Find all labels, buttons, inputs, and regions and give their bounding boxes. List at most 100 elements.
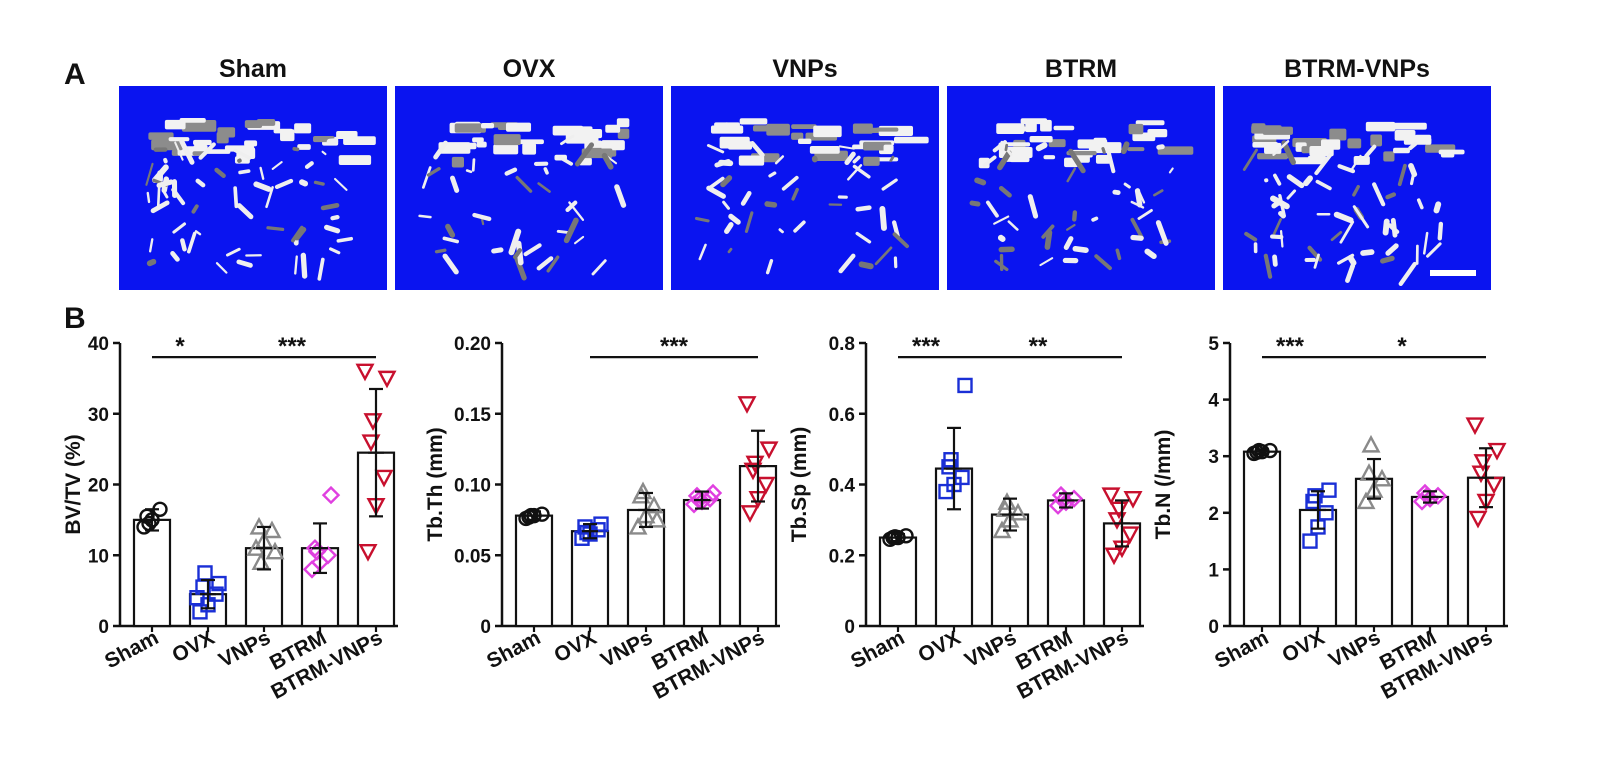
trabecula (881, 178, 898, 191)
y-tick-label: 0 (1208, 617, 1219, 638)
trabecula (852, 155, 861, 164)
trabecula (768, 171, 777, 178)
y-tick-label: 0.6 (829, 405, 855, 426)
trabecula (724, 122, 740, 133)
trabecula (426, 167, 441, 177)
trabecula (265, 186, 274, 209)
trabecula (719, 136, 750, 149)
trabecula (450, 175, 460, 193)
trabecula (1029, 135, 1053, 143)
trabecula (855, 205, 872, 212)
trabecula (1132, 132, 1156, 142)
trabecula (791, 132, 804, 140)
trabecula (1370, 134, 1383, 147)
trabecula (574, 235, 585, 245)
trabecula (271, 161, 283, 170)
trabecula (1263, 253, 1273, 279)
trabecula (195, 178, 206, 188)
trabecula (543, 167, 549, 175)
trabecula (1063, 236, 1074, 250)
trabecula (1130, 234, 1144, 241)
x-tick-label-ovx: OVX (914, 626, 964, 667)
trabecula (1144, 248, 1157, 260)
data-point (1104, 547, 1124, 566)
trabecula (150, 200, 170, 214)
trabecula (1003, 126, 1027, 132)
trabecula (1066, 167, 1077, 183)
trabecula (180, 238, 187, 252)
data-point (1356, 491, 1376, 510)
trabecula (1339, 220, 1355, 244)
trabecula (874, 246, 893, 266)
trabecula (233, 148, 252, 160)
trabecula (883, 144, 894, 153)
trabecula (336, 236, 354, 243)
trabecula (1398, 261, 1417, 286)
trabecula (605, 124, 621, 133)
trabecula (601, 140, 625, 151)
data-point (197, 565, 213, 581)
trabecula (194, 230, 202, 236)
trabecular-structure-btrm (969, 118, 1194, 272)
trabecula (1291, 157, 1325, 165)
trabecula (1273, 173, 1282, 186)
trabecula (313, 180, 325, 186)
trabecula (471, 158, 476, 172)
trabecula (617, 128, 630, 139)
y-tick-label: 40 (88, 334, 109, 355)
trabecula (740, 190, 752, 206)
data-point (740, 505, 760, 523)
y-tick-label: 0.15 (454, 405, 491, 426)
bar-sham (514, 514, 554, 628)
y-axis-label: Tb.Th (mm) (424, 427, 447, 541)
trabecula (273, 128, 293, 134)
trabecula (244, 140, 258, 147)
data-point (647, 509, 667, 528)
trabecula (997, 150, 1012, 171)
trabecular-structure-btrm-vnps (1242, 121, 1465, 286)
trabecula (1271, 218, 1282, 238)
significance-label: *** (1276, 333, 1305, 360)
trabecula (330, 215, 340, 221)
trabecular-structure-ovx (418, 118, 630, 281)
trabecula (560, 134, 575, 146)
trabecula (504, 167, 518, 176)
significance-label: *** (660, 333, 689, 360)
trabecula (852, 164, 871, 179)
trabecula (765, 258, 774, 275)
trabecula (858, 261, 874, 270)
trabecula (863, 156, 880, 166)
trabecula (1272, 254, 1278, 267)
trabecula (1072, 210, 1078, 222)
trabecula (433, 140, 448, 160)
trabecula (728, 213, 741, 225)
trabecula (465, 169, 473, 174)
trabecula (236, 203, 254, 220)
x-tick-label-sham: Sham (847, 626, 908, 673)
y-tick-label: 0.10 (454, 476, 491, 497)
trabecula (145, 162, 154, 186)
trabecula (304, 161, 314, 169)
data-point (1487, 442, 1507, 461)
trabecula (472, 212, 492, 222)
trabecula (156, 185, 161, 210)
trabecula (1115, 248, 1122, 261)
trabecula (323, 224, 341, 234)
data-point (1302, 533, 1318, 549)
trabecula (1044, 229, 1053, 250)
trabecula (1053, 125, 1075, 131)
data-point (737, 396, 757, 414)
trabecula (1393, 147, 1410, 154)
trabecula (1345, 263, 1356, 283)
trabecula (722, 200, 730, 210)
chart-3: 00.20.40.60.8Tb.Sp (mm)Sham OVXVNPsBTRMBT… (788, 333, 1144, 704)
data-point (943, 452, 959, 468)
trabecula (1426, 242, 1442, 258)
significance-label: * (1397, 333, 1407, 360)
data-point (355, 363, 375, 382)
trabecula (291, 225, 304, 243)
trabecula (1278, 211, 1286, 219)
trabecula (1352, 205, 1370, 229)
